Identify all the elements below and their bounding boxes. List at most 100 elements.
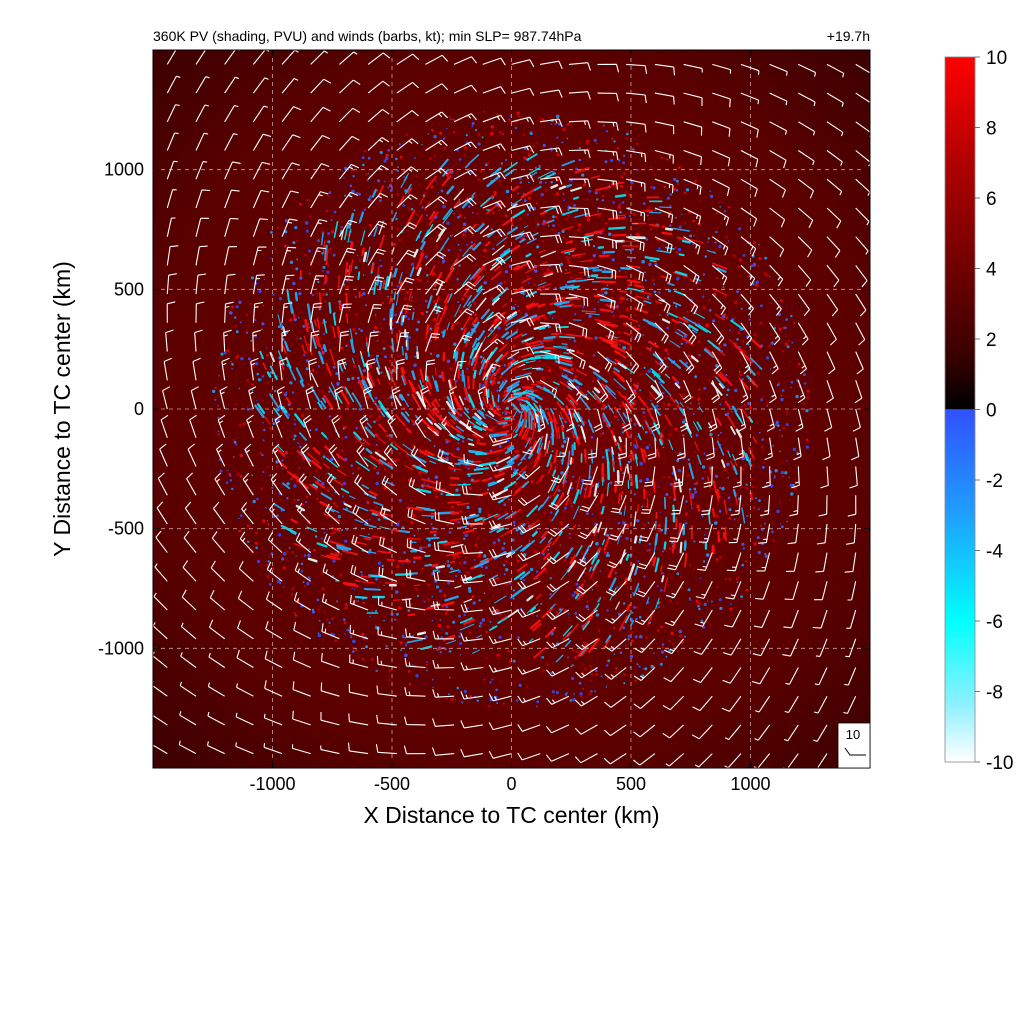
wind-barb bbox=[511, 346, 535, 355]
wind-barb bbox=[854, 380, 863, 404]
pv-streak bbox=[429, 265, 436, 276]
reference-barb-label: 10 bbox=[846, 727, 860, 742]
pv-speck bbox=[300, 311, 303, 314]
pv-streak bbox=[481, 477, 491, 482]
pv-speck bbox=[578, 524, 580, 527]
pv-speck bbox=[498, 613, 502, 617]
wind-barb bbox=[664, 609, 685, 627]
pv-speck bbox=[418, 279, 421, 282]
pv-streak bbox=[462, 294, 473, 308]
pv-speck bbox=[561, 141, 564, 144]
pv-speck bbox=[773, 476, 776, 479]
pv-streak bbox=[537, 303, 546, 308]
pv-speck bbox=[330, 219, 333, 221]
pv-streak bbox=[562, 470, 569, 488]
pv-streak bbox=[605, 384, 616, 396]
pv-speck bbox=[607, 554, 611, 557]
pv-speck bbox=[755, 280, 760, 284]
pv-streak bbox=[521, 404, 528, 412]
pv-speck bbox=[388, 184, 393, 188]
pv-speck bbox=[383, 159, 387, 163]
wind-barb bbox=[281, 50, 299, 65]
pv-speck bbox=[555, 691, 560, 695]
pv-speck bbox=[723, 468, 727, 472]
pv-streak bbox=[502, 303, 508, 308]
pv-speck bbox=[342, 371, 344, 373]
pv-streak bbox=[453, 188, 465, 201]
pv-speck bbox=[375, 444, 378, 446]
wind-barb bbox=[511, 317, 535, 327]
pv-streak bbox=[320, 554, 336, 561]
pv-speck bbox=[270, 371, 273, 374]
pv-speck bbox=[653, 652, 655, 655]
pv-speck bbox=[562, 236, 565, 239]
wind-barb bbox=[740, 92, 760, 105]
pv-streak bbox=[496, 478, 505, 483]
wind-barb bbox=[711, 264, 728, 286]
pv-speck bbox=[211, 389, 216, 393]
pv-streak bbox=[307, 557, 318, 563]
pv-speck bbox=[592, 354, 595, 357]
pv-streak bbox=[332, 313, 337, 326]
wind-barb bbox=[674, 466, 685, 488]
pv-streak bbox=[482, 427, 494, 432]
pv-streak bbox=[515, 522, 523, 529]
pv-speck bbox=[797, 362, 801, 366]
pv-streak bbox=[596, 547, 602, 554]
pv-speck bbox=[410, 521, 413, 524]
wind-barb bbox=[488, 635, 512, 645]
pv-streak bbox=[398, 393, 404, 401]
pv-streak bbox=[324, 244, 328, 261]
pv-speck bbox=[323, 610, 325, 612]
pv-streak bbox=[426, 417, 434, 425]
pv-speck bbox=[358, 328, 361, 331]
pv-streak bbox=[651, 225, 660, 227]
pv-speck bbox=[647, 397, 649, 400]
pv-speck bbox=[222, 409, 224, 411]
pv-speck bbox=[259, 451, 262, 455]
x-tick-label: -1000 bbox=[249, 774, 295, 794]
wind-barb bbox=[692, 667, 713, 684]
pv-speck bbox=[637, 560, 640, 563]
wind-barb bbox=[597, 207, 618, 220]
wind-barb bbox=[712, 207, 730, 226]
pv-streak bbox=[628, 473, 631, 481]
pv-streak bbox=[419, 470, 428, 475]
pv-speck bbox=[620, 184, 623, 188]
pv-speck bbox=[397, 166, 399, 168]
pv-streak bbox=[439, 237, 450, 252]
pv-speck bbox=[285, 391, 288, 395]
pv-streak bbox=[576, 412, 585, 427]
pv-streak bbox=[667, 357, 681, 369]
pv-streak bbox=[278, 405, 290, 420]
pv-streak bbox=[523, 410, 528, 420]
wind-barb bbox=[448, 386, 457, 410]
pv-speck bbox=[749, 406, 753, 410]
pv-speck bbox=[371, 657, 375, 661]
pv-streak bbox=[392, 364, 397, 374]
wind-barb bbox=[518, 465, 541, 480]
pv-streak bbox=[539, 287, 551, 292]
pv-speck bbox=[285, 550, 288, 553]
pv-streak bbox=[456, 502, 470, 506]
pv-streak bbox=[421, 514, 435, 517]
pv-speck bbox=[536, 245, 540, 249]
pv-speck bbox=[715, 558, 719, 561]
pv-speck bbox=[715, 212, 718, 215]
wind-barb bbox=[291, 744, 311, 755]
pv-speck bbox=[344, 166, 348, 170]
pv-streak bbox=[525, 302, 536, 308]
wind-barb bbox=[826, 380, 834, 404]
pv-speck bbox=[478, 599, 481, 602]
pv-speck bbox=[383, 619, 385, 622]
pv-speck bbox=[770, 341, 774, 345]
pv-speck bbox=[591, 380, 594, 383]
pv-speck bbox=[764, 553, 767, 555]
pv-speck bbox=[456, 554, 460, 558]
pv-speck bbox=[271, 567, 275, 570]
pv-streak bbox=[574, 593, 580, 600]
pv-streak bbox=[599, 280, 617, 284]
pv-speck bbox=[622, 626, 626, 630]
wind-barb bbox=[693, 638, 713, 655]
pv-speck bbox=[665, 492, 669, 497]
